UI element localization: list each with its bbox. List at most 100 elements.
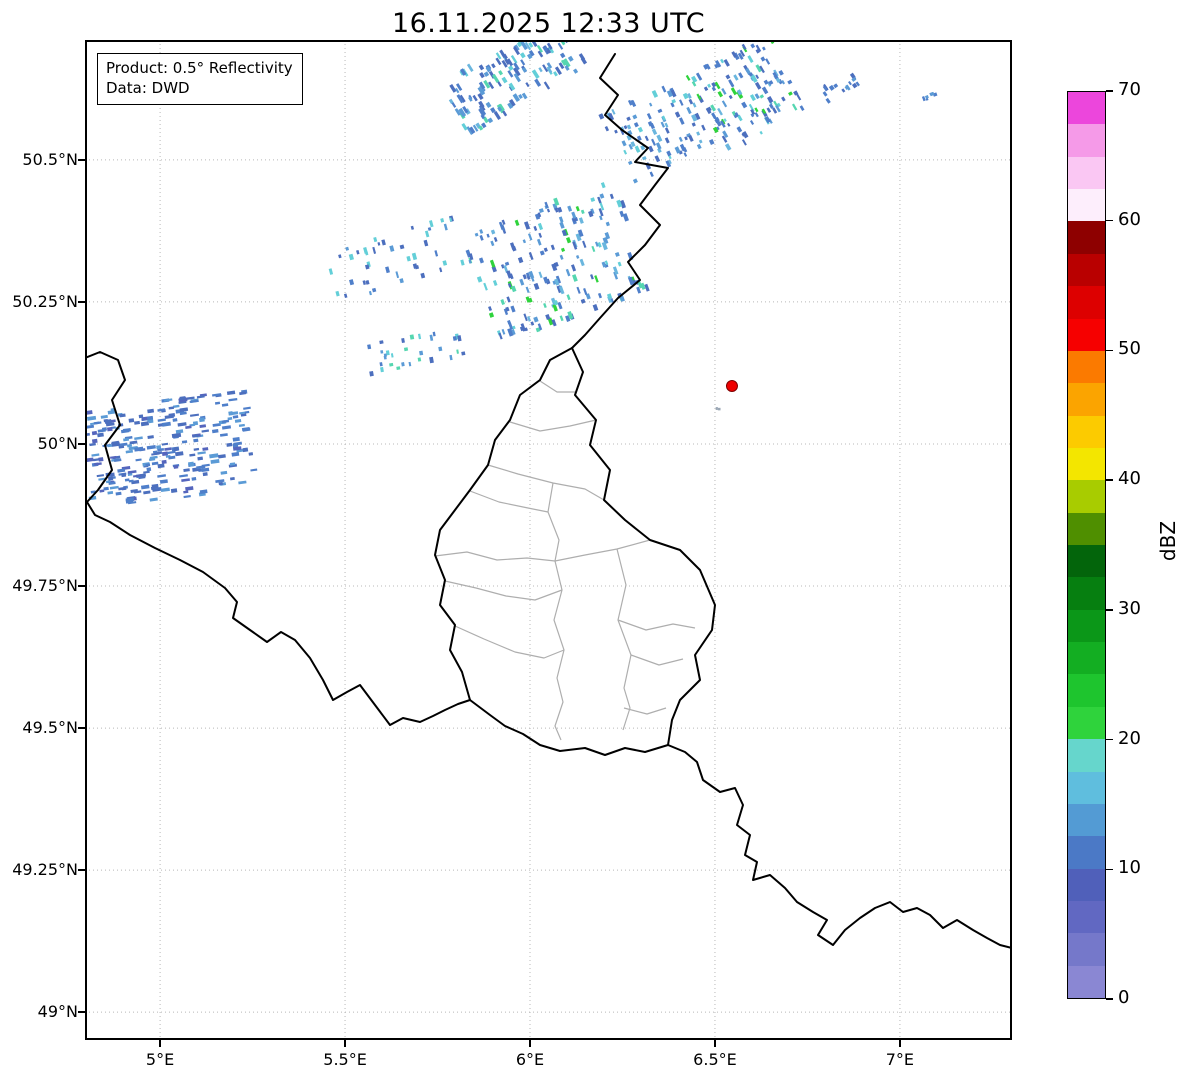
y-tick-label: 50°N	[37, 433, 78, 453]
colorbar-segment	[1068, 933, 1105, 966]
figure-title: 16.11.2025 12:33 UTC	[391, 8, 706, 39]
y-tickmark	[78, 585, 85, 587]
canton-line	[617, 619, 696, 631]
colorbar-segment	[1068, 771, 1105, 804]
colorbar-segment	[1068, 286, 1105, 319]
colorbar-segment	[1068, 868, 1105, 901]
colorbar-segment	[1068, 124, 1105, 157]
info-source: Data: DWD	[106, 79, 190, 98]
colorbar-segment	[1068, 189, 1105, 222]
y-tick-label: 49.75°N	[12, 576, 78, 596]
canton-line	[539, 380, 575, 393]
echo-cluster-n-cluster-east	[685, 40, 805, 151]
colorbar-tickmark	[1106, 90, 1113, 92]
canton-line	[623, 707, 667, 715]
echo-cluster-n-dot-far-east	[921, 91, 938, 102]
y-tickmark	[78, 727, 85, 729]
border-luxembourg-south	[469, 699, 669, 756]
y-tick-label: 49.25°N	[12, 860, 78, 880]
colorbar-tickmark	[1106, 998, 1113, 1000]
colorbar-segment	[1068, 92, 1105, 125]
colorbar-segment	[1068, 383, 1105, 416]
y-tick-label: 50.5°N	[22, 149, 78, 169]
canton-borders	[434, 380, 696, 741]
colorbar-segment	[1068, 642, 1105, 675]
canton-line	[553, 560, 565, 741]
colorbar-tick-label: 40	[1118, 468, 1141, 490]
x-tick-label: 5°E	[145, 1050, 175, 1069]
echo-cluster-n-streak-far-east	[822, 72, 860, 104]
country-borders	[85, 53, 1012, 949]
colorbar-tickmark	[1106, 738, 1113, 741]
colorbar-tick-label: 50	[1118, 338, 1141, 360]
y-tick-label: 50.25°N	[12, 291, 78, 311]
colorbar-segment	[1068, 156, 1105, 190]
map-canvas	[85, 40, 1012, 1040]
y-tickmark	[78, 1011, 85, 1013]
x-tickmark	[714, 1040, 716, 1047]
colorbar-tick-label: 60	[1118, 208, 1141, 230]
radar-site-marker	[725, 380, 738, 393]
echo-cluster-west-band	[85, 389, 258, 505]
colorbar-segment	[1068, 480, 1105, 513]
colorbar-segment	[1068, 674, 1105, 707]
colorbar-tickmark	[1106, 609, 1113, 611]
colorbar-tick-label: 30	[1118, 597, 1141, 619]
colorbar-segment	[1068, 221, 1105, 254]
colorbar-tick-label: 70	[1118, 79, 1141, 100]
plot-frame	[85, 40, 1012, 1040]
info-box: Product: 0.5° Reflectivity Data: DWD	[97, 53, 303, 105]
border-france-germany	[667, 744, 1012, 949]
colorbar-segment	[1068, 512, 1105, 546]
y-tickmark	[78, 159, 85, 161]
border-luxembourg-east	[571, 347, 716, 746]
colorbar-segment	[1068, 900, 1105, 934]
colorbar-tick-label: 0	[1118, 987, 1130, 1008]
y-tick-label: 49.5°N	[22, 718, 78, 738]
colorbar-tick-label: 10	[1118, 857, 1141, 879]
colorbar-tickmark	[1106, 349, 1113, 352]
border-luxembourg-west	[434, 347, 573, 701]
colorbar-segment	[1068, 253, 1105, 287]
canton-line	[509, 419, 597, 432]
y-tickmark	[78, 869, 85, 871]
colorbar-tick-label: 20	[1118, 727, 1141, 749]
canton-line	[630, 654, 684, 666]
canton-line	[469, 490, 549, 513]
canton-line	[454, 625, 565, 659]
colorbar-segment	[1068, 415, 1105, 448]
canton-line	[487, 464, 605, 501]
colorbar	[1067, 91, 1106, 999]
colorbar-segment	[1068, 609, 1105, 643]
colorbar-label: dBZ	[1156, 520, 1180, 562]
colorbar-segment	[1068, 545, 1105, 578]
y-tickmark	[78, 301, 85, 303]
x-tick-label: 6.5°E	[693, 1050, 737, 1069]
x-tickmark	[159, 1040, 161, 1047]
radar-echoes	[85, 40, 938, 505]
x-tickmark	[529, 1040, 531, 1047]
echo-cluster-mid-cluster	[465, 182, 650, 340]
colorbar-segment	[1068, 318, 1105, 351]
canton-line	[616, 548, 632, 731]
echo-cluster-mid-scatter-west	[328, 215, 474, 299]
colorbar-segment	[1068, 803, 1105, 837]
y-tick-label: 49°N	[37, 1002, 78, 1022]
x-tick-label: 5.5°E	[323, 1050, 367, 1069]
x-tickmark	[899, 1040, 901, 1047]
graticule	[85, 40, 1012, 1040]
colorbar-tickmark	[1106, 219, 1113, 222]
x-tickmark	[344, 1040, 346, 1047]
colorbar-tickmark	[1106, 479, 1113, 481]
map-plot: Product: 0.5° Reflectivity Data: DWD	[85, 40, 1012, 1040]
colorbar-tickmark	[1106, 868, 1113, 871]
canton-line	[434, 539, 651, 562]
colorbar-segment	[1068, 739, 1105, 772]
colorbar-segment	[1068, 447, 1105, 481]
colorbar-segment	[1068, 965, 1105, 999]
info-product: Product: 0.5° Reflectivity	[106, 59, 293, 77]
x-tick-label: 7°E	[885, 1050, 915, 1069]
colorbar-segment	[1068, 577, 1105, 610]
echo-cluster-south-small-band	[367, 331, 466, 377]
